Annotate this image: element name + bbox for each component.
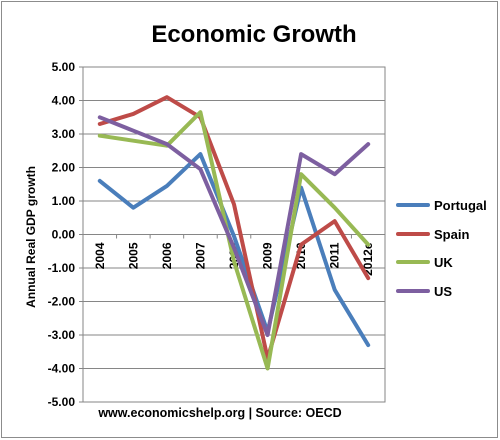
series-line-portugal bbox=[97, 152, 371, 348]
y-tick-label: 3.00 bbox=[52, 127, 76, 141]
plot-area bbox=[79, 66, 386, 403]
series-line-spain bbox=[97, 95, 371, 361]
legend-label-us: US bbox=[434, 284, 452, 299]
series-line-uk bbox=[97, 110, 371, 371]
x-tick-label: 2006 bbox=[160, 242, 174, 269]
y-tick-label: 0.00 bbox=[52, 228, 76, 242]
chart-title: Economic Growth bbox=[151, 21, 356, 48]
y-tick-label: -5.00 bbox=[48, 395, 76, 409]
y-axis-label: Annual Real GDP growth bbox=[24, 166, 38, 308]
y-tick-label: 2.00 bbox=[52, 161, 76, 175]
series-line-us bbox=[97, 115, 371, 337]
y-tick-label: 5.00 bbox=[52, 60, 76, 74]
y-tick-label: -3.00 bbox=[48, 328, 76, 342]
series-lines bbox=[97, 95, 371, 371]
legend-label-uk: UK bbox=[434, 255, 453, 270]
x-tick-label: 2011 bbox=[328, 242, 342, 268]
x-tick-label: 2009 bbox=[261, 242, 275, 269]
y-tick-label: -1.00 bbox=[48, 261, 76, 275]
y-axis: 5.00 4.00 3.00 2.00 1.00 0.00 -1.00 -2.00 -3.00 -… bbox=[48, 60, 76, 409]
legend-label-spain: Spain bbox=[434, 227, 469, 242]
x-tick-label: 2004 bbox=[93, 242, 107, 269]
y-tick-label: 4.00 bbox=[52, 94, 76, 108]
y-tick-label: 1.00 bbox=[52, 194, 76, 208]
legend-label-portugal: Portugal bbox=[434, 198, 487, 213]
source-note: www.economicshelp.org | Source: OECD bbox=[97, 406, 341, 420]
y-tick-label: -2.00 bbox=[48, 295, 76, 309]
legend: Portugal Spain UK US bbox=[396, 198, 487, 299]
y-tick-label: -4.00 bbox=[48, 362, 76, 376]
x-tick-label: 2012e bbox=[361, 242, 375, 276]
x-tick-label: 2007 bbox=[193, 242, 207, 269]
x-tick-label: 2005 bbox=[126, 242, 140, 269]
